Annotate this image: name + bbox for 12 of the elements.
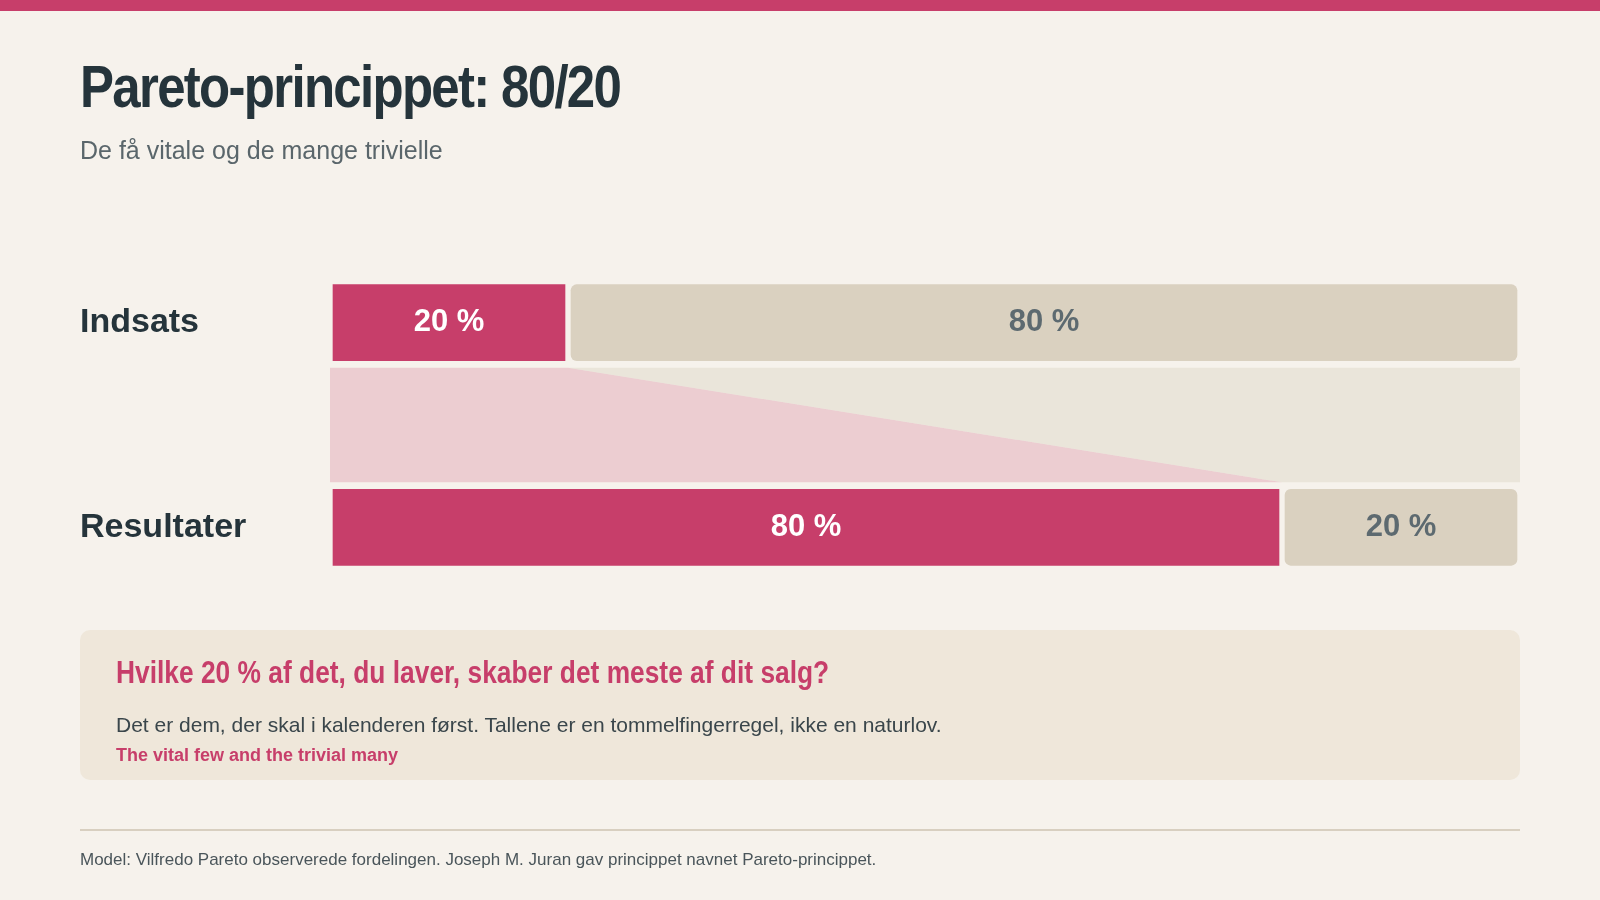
- text: Model: Vilfredo Pareto observerede fordelingen. Joseph M. Juran gav princippet navnet Pareto-princippet.: [80, 850, 877, 870]
- data-label: 20 %: [413, 303, 485, 339]
- text: The vital few and the trivial many: [116, 745, 399, 766]
- y-tick-label: Resultater: [80, 505, 247, 544]
- chart-title: Pareto-princippet: 80/20: [80, 52, 621, 121]
- data-label: 80 %: [1008, 303, 1080, 339]
- y-tick-label: Indsats: [80, 301, 200, 340]
- chart-subtitle: De få vitale og de mange trivielle: [80, 136, 443, 165]
- data-label: 80 %: [770, 507, 842, 543]
- text: Hvilke 20 % af det, du laver, skaber det meste af dit salg?: [116, 655, 830, 691]
- text: Det er dem, der skal i kalenderen først. Tallene er en tommelfingerregel, ikke en naturlov.: [116, 713, 942, 737]
- data-label: 20 %: [1365, 507, 1437, 543]
